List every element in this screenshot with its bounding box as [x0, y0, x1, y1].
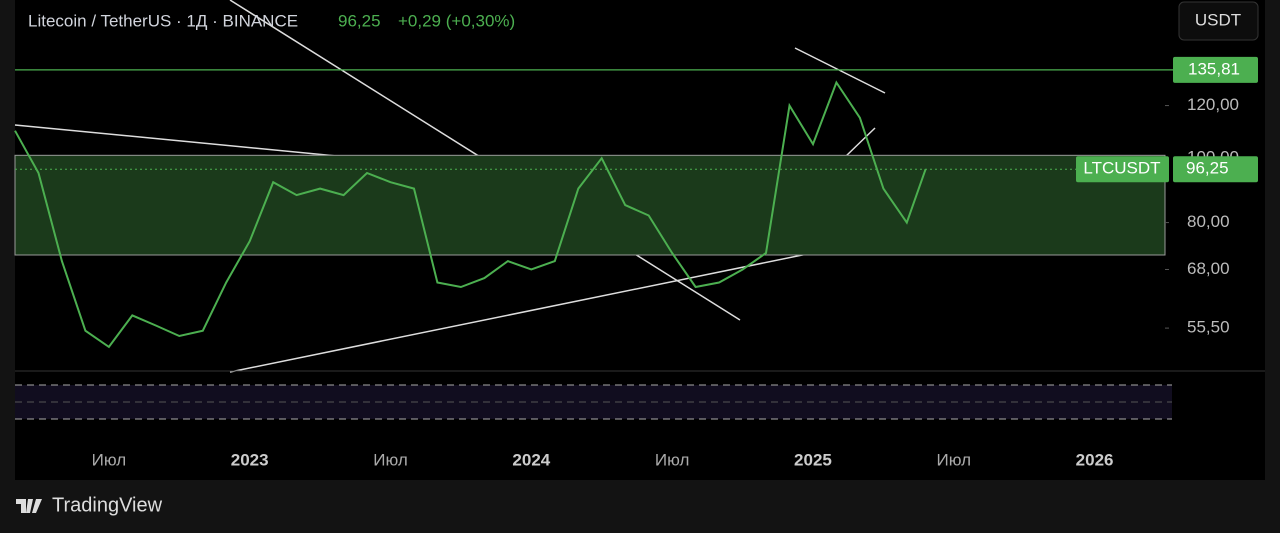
- x-tick-label: 2023: [231, 450, 269, 469]
- brand-name: TradingView: [52, 494, 163, 516]
- footer: [0, 480, 1280, 533]
- x-tick-label: 2025: [794, 450, 832, 469]
- x-tick-label: Июл: [655, 450, 690, 469]
- symbol-label-bg: [1076, 156, 1169, 183]
- header-price: 96,25: [338, 11, 381, 30]
- price-label: 96,25: [1186, 159, 1229, 178]
- brand: TradingView: [16, 494, 163, 516]
- y-tick-label: 80,00: [1187, 212, 1230, 231]
- x-tick-label: 2024: [512, 450, 550, 469]
- y-tick-label: 120,00: [1187, 95, 1239, 114]
- level-label: 135,81: [1188, 59, 1240, 78]
- y-tick-label: 55,50: [1187, 318, 1230, 337]
- x-tick-label: Июл: [92, 450, 127, 469]
- x-tick-label: 2026: [1076, 450, 1114, 469]
- level-label-bg: [1173, 56, 1258, 83]
- x-tick-label: Июл: [373, 450, 408, 469]
- symbol: Litecoin / TetherUS · 1Д · BINANCE: [28, 11, 298, 30]
- zone: [14, 154, 1166, 256]
- currency-label[interactable]: USDT: [1195, 10, 1241, 29]
- price-series: [14, 80, 927, 349]
- rsi-pane: [15, 370, 1265, 420]
- symbol-label: LTCUSDT: [1083, 159, 1160, 178]
- x-tick-label: Июл: [937, 450, 972, 469]
- y-tick-label: 68,00: [1187, 259, 1230, 278]
- currency-button[interactable]: USDT: [1178, 1, 1259, 41]
- header-change: +0,29 (+0,30%): [398, 11, 515, 30]
- price-label-bg: [1173, 156, 1258, 183]
